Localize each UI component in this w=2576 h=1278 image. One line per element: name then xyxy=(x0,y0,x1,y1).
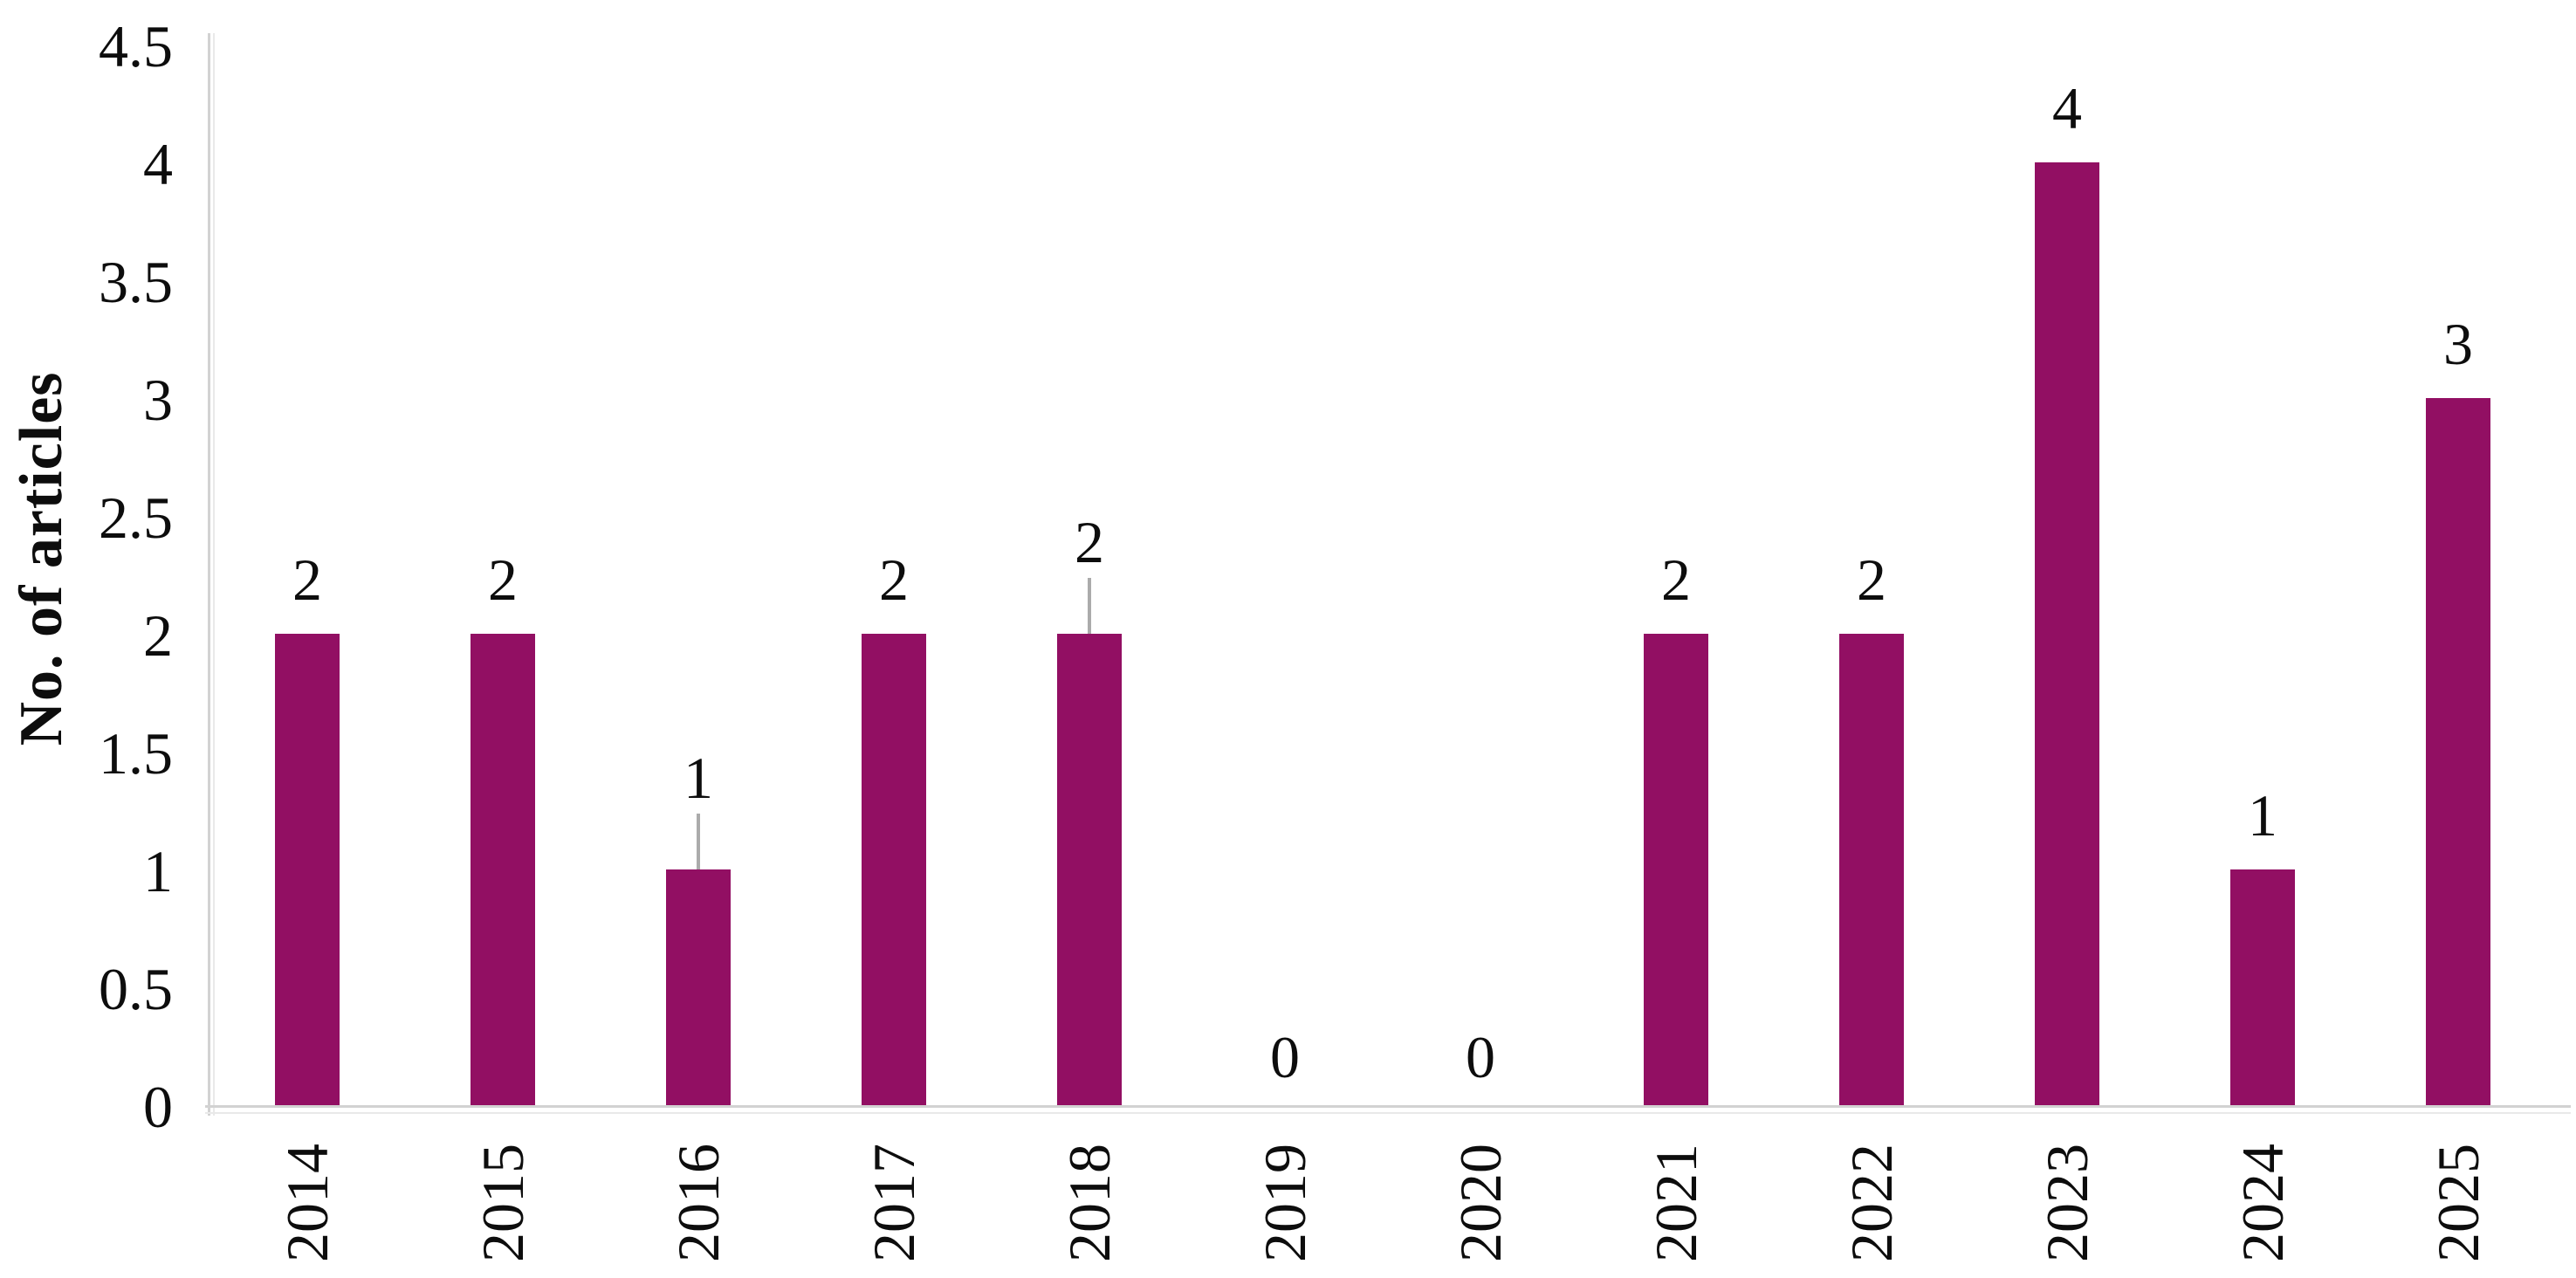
bar-2021 xyxy=(1644,634,1708,1105)
y-tick-label-0: 0 xyxy=(143,1074,173,1140)
y-tick-label-1.5: 1.5 xyxy=(99,720,173,787)
x-tick-label-2020: 2020 xyxy=(1447,1144,1514,1262)
y-tick-label-2: 2 xyxy=(143,602,173,669)
bar-value-label-2017: 2 xyxy=(879,546,909,613)
bar-value-label-2015: 2 xyxy=(488,546,518,613)
y-axis-line-secondary xyxy=(213,33,215,1116)
bar-2016 xyxy=(666,869,731,1105)
y-tick-label-3: 3 xyxy=(143,367,173,433)
bar-value-label-2020: 0 xyxy=(1466,1024,1495,1090)
y-tick-label-0.5: 0.5 xyxy=(99,956,173,1022)
x-tick-label-2017: 2017 xyxy=(861,1144,927,1262)
bar-value-label-2021: 2 xyxy=(1661,546,1691,613)
x-tick-label-2023: 2023 xyxy=(2034,1144,2100,1262)
bar-value-label-2024: 1 xyxy=(2248,782,2277,849)
x-tick-label-2019: 2019 xyxy=(1252,1144,1318,1262)
y-tick-label-1: 1 xyxy=(143,838,173,904)
bar-value-label-2018: 2 xyxy=(1075,509,1104,575)
bar-value-label-2022: 2 xyxy=(1857,546,1886,613)
x-tick-label-2015: 2015 xyxy=(470,1144,536,1262)
x-tick-label-2024: 2024 xyxy=(2229,1144,2296,1262)
bar-value-label-2019: 0 xyxy=(1270,1024,1300,1090)
label-leader-line-2018 xyxy=(1088,578,1091,634)
x-tick-label-2021: 2021 xyxy=(1643,1144,1709,1262)
x-tick-label-2025: 2025 xyxy=(2425,1144,2491,1262)
bar-2017 xyxy=(862,634,926,1105)
bar-2024 xyxy=(2230,869,2295,1105)
x-tick-label-2014: 2014 xyxy=(274,1144,340,1262)
x-tick-label-2022: 2022 xyxy=(1838,1144,1905,1262)
bar-2025 xyxy=(2426,398,2490,1105)
bar-value-label-2025: 3 xyxy=(2443,311,2473,377)
bar-2014 xyxy=(275,634,340,1105)
bar-value-label-2023: 4 xyxy=(2052,75,2082,141)
x-axis-line xyxy=(205,1105,2571,1108)
x-axis-line-secondary xyxy=(205,1112,2571,1114)
bar-2018 xyxy=(1057,634,1122,1105)
x-tick-label-2016: 2016 xyxy=(665,1144,732,1262)
y-axis-line xyxy=(208,33,210,1116)
y-tick-label-4: 4 xyxy=(143,131,173,197)
y-tick-label-2.5: 2.5 xyxy=(99,484,173,551)
y-tick-label-4.5: 4.5 xyxy=(99,13,173,79)
bar-value-label-2014: 2 xyxy=(292,546,322,613)
label-leader-line-2016 xyxy=(697,814,700,869)
bar-2022 xyxy=(1839,634,1904,1105)
bar-2015 xyxy=(471,634,535,1105)
bar-value-label-2016: 1 xyxy=(683,745,713,811)
y-tick-label-3.5: 3.5 xyxy=(99,249,173,315)
x-tick-label-2018: 2018 xyxy=(1056,1144,1123,1262)
bar-2023 xyxy=(2035,162,2099,1105)
